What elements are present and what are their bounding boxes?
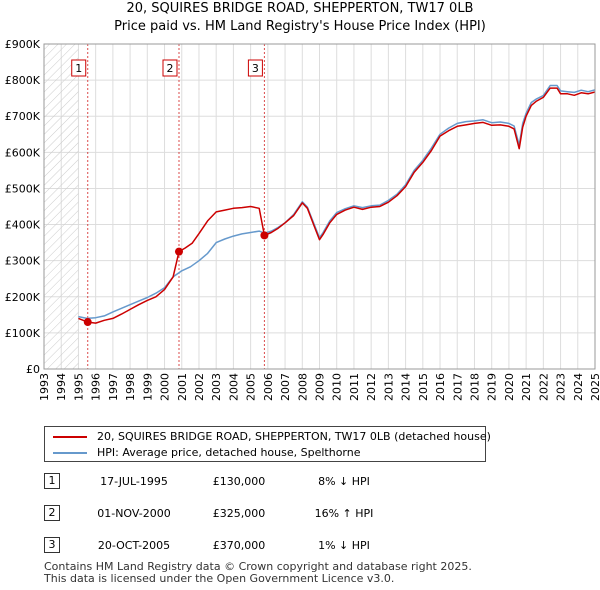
- sale-label-number: 1: [75, 62, 82, 75]
- sale-point: [83, 318, 92, 327]
- x-tick-label: 2023: [555, 373, 568, 401]
- x-tick-label: 1997: [107, 373, 120, 401]
- y-tick-label: £700K: [5, 110, 41, 123]
- legend: 20, SQUIRES BRIDGE ROAD, SHEPPERTON, TW1…: [44, 426, 491, 462]
- legend-label-property: 20, SQUIRES BRIDGE ROAD, SHEPPERTON, TW1…: [97, 430, 491, 443]
- sale-hpi-diff: 16% ↑ HPI: [314, 507, 374, 520]
- x-tick-label: 2012: [365, 373, 378, 401]
- x-tick-label: 2004: [227, 373, 240, 401]
- x-tick-label: 1999: [141, 373, 154, 401]
- hatch-layer: [44, 44, 79, 369]
- x-tick-label: 2022: [537, 373, 550, 401]
- sale-label-box: [247, 59, 263, 77]
- y-tick-label: £600K: [5, 146, 41, 159]
- sale-date: 20-OCT-2005: [97, 539, 171, 552]
- sale-label-box: [71, 59, 87, 77]
- x-tick-label: 1996: [90, 373, 103, 401]
- footer-licence: This data is licensed under the Open Gov…: [44, 572, 395, 585]
- sale-vlines: [87, 44, 265, 369]
- y-tick-label: £900K: [5, 38, 41, 51]
- price-chart: 1 2 3 £0 £100K £200K £300K £400K £500K £600K £700…: [5, 38, 600, 401]
- y-tick-label: £200K: [5, 291, 41, 304]
- x-tick-label: 2010: [331, 373, 344, 401]
- grid-layer: [43, 43, 596, 370]
- sale-price: £325,000: [212, 507, 266, 520]
- sale-row: 2 01-NOV-2000 £325,000 16% ↑ HPI: [44, 505, 444, 522]
- sale-label-number: 2: [166, 62, 173, 75]
- sale-points: [83, 231, 269, 327]
- sale-number-badge: 1: [44, 473, 60, 489]
- sale-number-badge: 2: [44, 505, 60, 521]
- sale-label-box: [162, 59, 178, 77]
- sale-price: £370,000: [212, 539, 266, 552]
- legend-label-hpi: HPI: Average price, detached house, Spel…: [97, 446, 361, 459]
- sale-point: [174, 247, 183, 256]
- y-tick-label: £800K: [5, 74, 41, 87]
- footer-copyright: Contains HM Land Registry data © Crown c…: [44, 560, 472, 573]
- legend-item-property: 20, SQUIRES BRIDGE ROAD, SHEPPERTON, TW1…: [53, 429, 491, 445]
- x-tick-label: 2016: [434, 373, 447, 401]
- x-tick-label: 2015: [417, 373, 430, 401]
- x-tick-label: 2005: [245, 373, 258, 401]
- x-tick-label: 2014: [400, 373, 413, 401]
- x-tick-label: 2021: [520, 373, 533, 401]
- legend-item-hpi: HPI: Average price, detached house, Spel…: [53, 445, 361, 461]
- x-tick-label: 2009: [314, 373, 327, 401]
- x-tick-label: 2003: [210, 373, 223, 401]
- x-tick-label: 2000: [159, 373, 172, 401]
- legend-swatch-property: [53, 436, 87, 438]
- sale-point: [260, 231, 269, 240]
- sale-number-badge: 3: [44, 537, 60, 553]
- x-tick-label: 1993: [38, 373, 51, 401]
- x-tick-label: 1995: [72, 373, 85, 401]
- series-layer: [78, 84, 596, 324]
- chart-subtitle: Price paid vs. HM Land Registry's House …: [114, 19, 486, 34]
- plot-frame: [43, 43, 596, 370]
- axis-layer: £0 £100K £200K £300K £400K £500K £600K £700K £80…: [5, 38, 600, 401]
- sale-date: 01-NOV-2000: [97, 507, 171, 520]
- footer: Contains HM Land Registry data © Crown c…: [44, 561, 472, 585]
- sale-price: £130,000: [212, 475, 266, 488]
- x-tick-label: 2024: [572, 373, 585, 401]
- y-tick-label: £0: [26, 363, 40, 376]
- y-tick-label: £300K: [5, 255, 41, 268]
- x-tick-label: 2011: [348, 373, 361, 401]
- sale-hpi-diff: 1% ↓ HPI: [318, 539, 370, 552]
- x-tick-label: 2019: [486, 373, 499, 401]
- y-tick-label: £400K: [5, 219, 41, 232]
- x-tick-label: 2002: [193, 373, 206, 401]
- sale-label-number: 3: [252, 62, 259, 75]
- x-tick-label: 2006: [262, 373, 275, 401]
- chart-title: 20, SQUIRES BRIDGE ROAD, SHEPPERTON, TW1…: [0, 0, 600, 36]
- x-tick-label: 2020: [503, 373, 516, 401]
- sale-date: 17-JUL-1995: [100, 475, 168, 488]
- x-tick-label: 2013: [382, 373, 395, 401]
- x-tick-label: 2007: [279, 373, 292, 401]
- x-tick-label: 1998: [124, 373, 137, 401]
- y-tick-label: £500K: [5, 182, 41, 195]
- sale-row: 1 17-JUL-1995 £130,000 8% ↓ HPI: [44, 473, 444, 490]
- x-tick-label: 1994: [55, 373, 68, 401]
- sale-labels: 1 2 3: [71, 59, 263, 77]
- x-tick-label: 2001: [176, 373, 189, 401]
- sale-hpi-diff: 8% ↓ HPI: [318, 475, 370, 488]
- series-line-property: [78, 87, 596, 324]
- sale-row: 3 20-OCT-2005 £370,000 1% ↓ HPI: [44, 537, 444, 554]
- chart-title-main: 20, SQUIRES BRIDGE ROAD, SHEPPERTON, TW1…: [126, 1, 474, 16]
- x-tick-label: 2008: [296, 373, 309, 401]
- x-tick-label: 2025: [589, 373, 600, 401]
- no-data-hatch: [44, 44, 79, 369]
- y-tick-label: £100K: [5, 327, 41, 340]
- x-tick-label: 2018: [468, 373, 481, 401]
- legend-swatch-hpi: [53, 452, 87, 454]
- series-line-hpi: [78, 84, 596, 320]
- x-tick-label: 2017: [451, 373, 464, 401]
